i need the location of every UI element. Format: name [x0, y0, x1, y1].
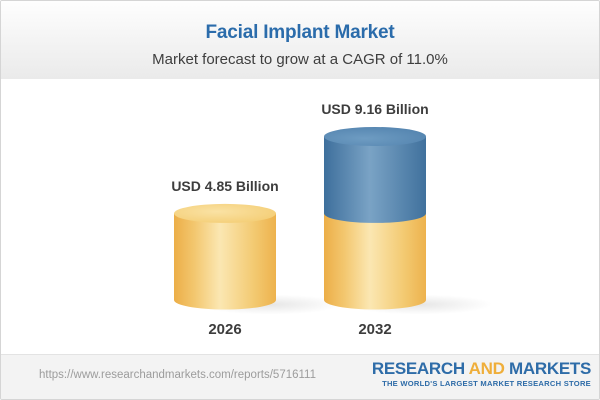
- cylinder-base-segment: [324, 213, 426, 310]
- logo-tagline: THE WORLD'S LARGEST MARKET RESEARCH STOR…: [382, 379, 591, 388]
- market-size-chart: USD 4.85 Billion 2026 USD 9.16 Billion 2032: [1, 79, 599, 356]
- bar-value-label: USD 4.85 Billion: [171, 177, 279, 194]
- footer-bar: https://www.researchandmarkets.com/repor…: [1, 354, 599, 399]
- cylinder-growth-segment: [324, 136, 426, 223]
- bar-year-label: 2032: [358, 320, 392, 338]
- logo-word-research: RESEARCH: [371, 359, 465, 378]
- logo-wordmark: RESEARCH AND MARKETS: [372, 360, 591, 377]
- cylinder-base-segment: [174, 213, 276, 310]
- chart-header: Facial Implant Market Market forecast to…: [1, 1, 599, 79]
- cylinder-chart-canvas: [174, 126, 492, 315]
- logo-word-and: AND: [468, 359, 505, 378]
- cylinder-top-face: [174, 203, 276, 223]
- cylinder-top-face: [324, 126, 426, 146]
- bar-value-label: USD 9.16 Billion: [321, 100, 429, 117]
- chart-subtitle: Market forecast to grow at a CAGR of 11.…: [152, 51, 448, 68]
- logo-word-markets: MARKETS: [509, 359, 591, 378]
- report-url[interactable]: https://www.researchandmarkets.com/repor…: [39, 369, 316, 381]
- research-and-markets-logo[interactable]: RESEARCH AND MARKETS THE WORLD'S LARGEST…: [372, 360, 591, 388]
- page-title: Facial Implant Market: [205, 22, 395, 43]
- bar-year-label: 2026: [208, 320, 242, 338]
